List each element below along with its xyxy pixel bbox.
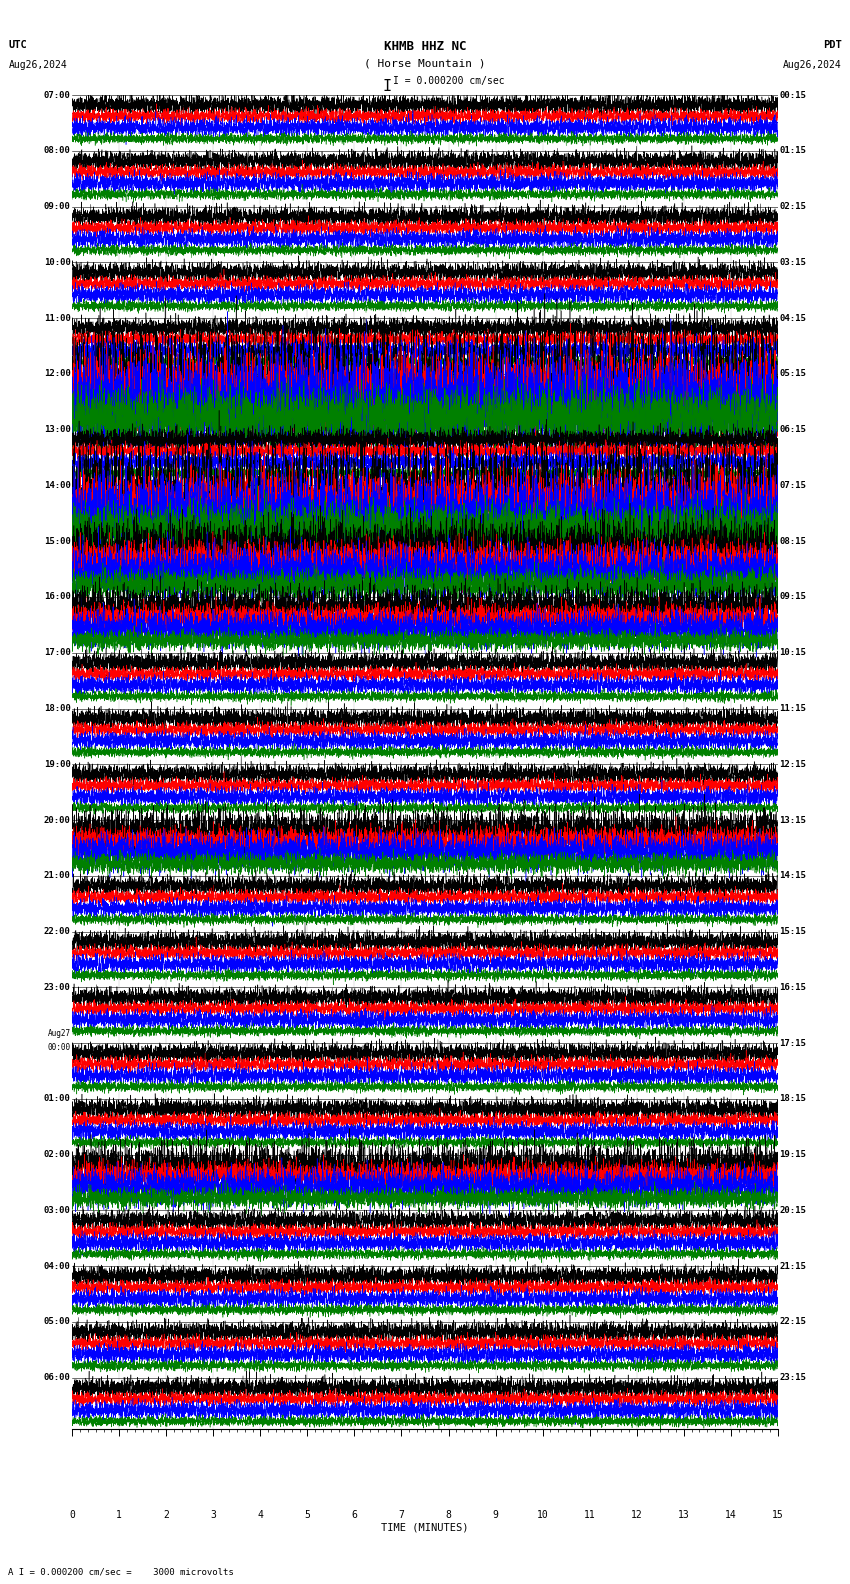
Text: 08:15: 08:15	[779, 537, 807, 546]
Text: 11:15: 11:15	[779, 703, 807, 713]
Text: 23:00: 23:00	[43, 982, 71, 992]
Text: 14:00: 14:00	[43, 482, 71, 489]
Text: 08:00: 08:00	[43, 146, 71, 155]
Text: 20:15: 20:15	[779, 1205, 807, 1215]
Text: 01:15: 01:15	[779, 146, 807, 155]
Text: 09:15: 09:15	[779, 592, 807, 602]
Text: 12:00: 12:00	[43, 369, 71, 379]
X-axis label: TIME (MINUTES): TIME (MINUTES)	[382, 1522, 468, 1532]
Text: 16:00: 16:00	[43, 592, 71, 602]
Text: 17:15: 17:15	[779, 1039, 807, 1047]
Text: UTC: UTC	[8, 40, 27, 49]
Text: 15:00: 15:00	[43, 537, 71, 546]
Text: 03:15: 03:15	[779, 258, 807, 266]
Text: 05:15: 05:15	[779, 369, 807, 379]
Text: 18:00: 18:00	[43, 703, 71, 713]
Text: I = 0.000200 cm/sec: I = 0.000200 cm/sec	[393, 76, 504, 86]
Text: 07:15: 07:15	[779, 482, 807, 489]
Text: 06:00: 06:00	[43, 1373, 71, 1383]
Text: 20:00: 20:00	[43, 816, 71, 825]
Text: 22:15: 22:15	[779, 1318, 807, 1326]
Text: ( Horse Mountain ): ( Horse Mountain )	[365, 59, 485, 68]
Text: 04:15: 04:15	[779, 314, 807, 323]
Text: 13:15: 13:15	[779, 816, 807, 825]
Text: 10:00: 10:00	[43, 258, 71, 266]
Text: 23:15: 23:15	[779, 1373, 807, 1383]
Text: 03:00: 03:00	[43, 1205, 71, 1215]
Text: 09:00: 09:00	[43, 203, 71, 211]
Text: 02:00: 02:00	[43, 1150, 71, 1159]
Text: 11:00: 11:00	[43, 314, 71, 323]
Text: 10:15: 10:15	[779, 648, 807, 657]
Text: 04:00: 04:00	[43, 1262, 71, 1270]
Text: 15:15: 15:15	[779, 927, 807, 936]
Text: 00:00: 00:00	[48, 1044, 71, 1052]
Text: PDT: PDT	[823, 40, 842, 49]
Text: 16:15: 16:15	[779, 982, 807, 992]
Text: I: I	[382, 79, 391, 93]
Text: 13:00: 13:00	[43, 425, 71, 434]
Text: 02:15: 02:15	[779, 203, 807, 211]
Text: Aug26,2024: Aug26,2024	[8, 60, 67, 70]
Text: 05:00: 05:00	[43, 1318, 71, 1326]
Text: Aug27: Aug27	[48, 1030, 71, 1039]
Text: Aug26,2024: Aug26,2024	[783, 60, 842, 70]
Text: 17:00: 17:00	[43, 648, 71, 657]
Text: A I = 0.000200 cm/sec =    3000 microvolts: A I = 0.000200 cm/sec = 3000 microvolts	[8, 1567, 235, 1576]
Text: 21:00: 21:00	[43, 871, 71, 881]
Text: 19:00: 19:00	[43, 760, 71, 768]
Text: 07:00: 07:00	[43, 90, 71, 100]
Text: 18:15: 18:15	[779, 1095, 807, 1104]
Text: 19:15: 19:15	[779, 1150, 807, 1159]
Text: 14:15: 14:15	[779, 871, 807, 881]
Text: 00:15: 00:15	[779, 90, 807, 100]
Text: KHMB HHZ NC: KHMB HHZ NC	[383, 40, 467, 52]
Text: 01:00: 01:00	[43, 1095, 71, 1104]
Text: 12:15: 12:15	[779, 760, 807, 768]
Text: 22:00: 22:00	[43, 927, 71, 936]
Text: 06:15: 06:15	[779, 425, 807, 434]
Text: 21:15: 21:15	[779, 1262, 807, 1270]
